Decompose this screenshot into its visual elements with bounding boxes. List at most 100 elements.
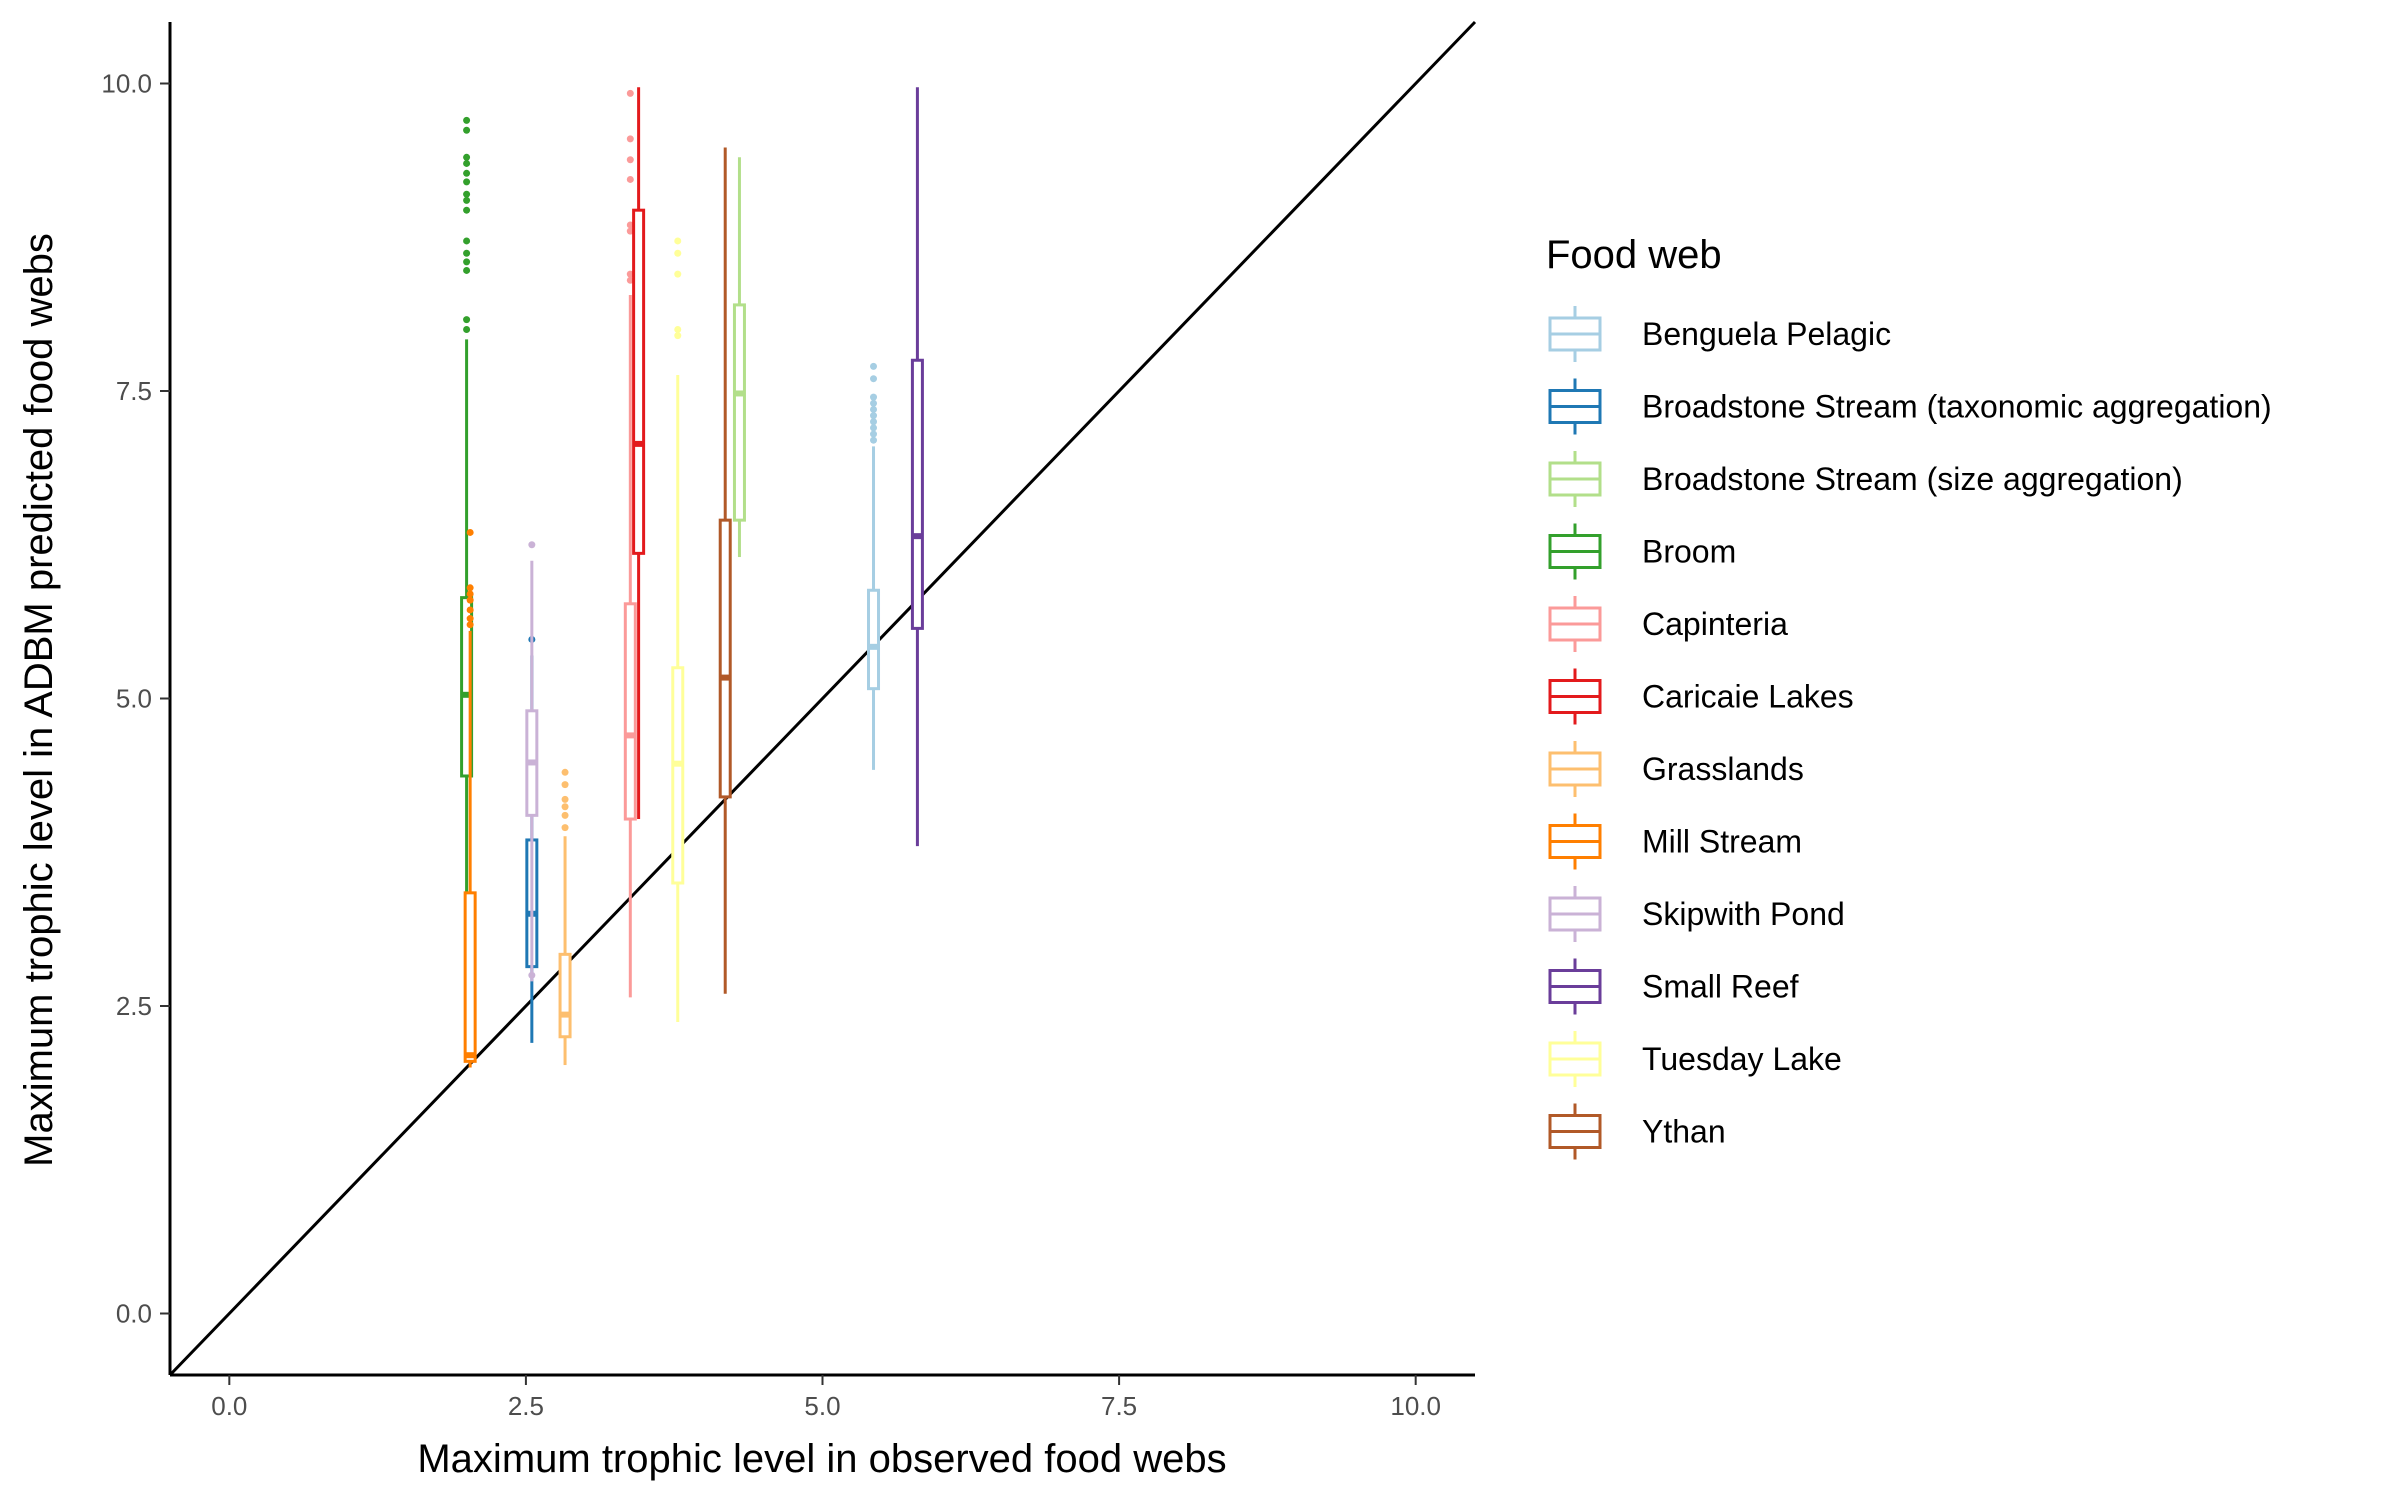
outlier-point: [463, 196, 471, 204]
outlier-point: [463, 326, 471, 333]
outlier-point: [463, 190, 471, 198]
legend-label: Skipwith Pond: [1642, 896, 1845, 932]
outlier-point: [626, 89, 634, 97]
outlier-point: [463, 206, 471, 214]
outlier-point: [870, 405, 878, 413]
outlier-point: [463, 153, 471, 161]
x-tick-label: 2.5: [508, 1391, 544, 1421]
boxplot-4: [623, 89, 637, 998]
reference-line: [168, 20, 1477, 1377]
x-tick-label: 10.0: [1390, 1391, 1441, 1421]
x-tick-label: 7.5: [1101, 1391, 1137, 1421]
outlier-point: [870, 393, 878, 401]
outlier-point: [626, 135, 634, 143]
outlier-point: [674, 332, 682, 340]
boxplot-5: [632, 87, 646, 820]
box: [867, 588, 881, 691]
legend-key-5: [1548, 668, 1602, 725]
legend-key-2: [1548, 451, 1602, 507]
outlier-point: [870, 430, 878, 438]
legend-key-10: [1548, 1031, 1602, 1087]
outlier-point: [674, 270, 682, 278]
outlier-point: [463, 159, 471, 167]
outlier-point: [528, 541, 536, 549]
outlier-point: [463, 266, 471, 274]
box: [718, 518, 732, 799]
outlier-point: [626, 156, 634, 164]
boxplot-7: [463, 528, 477, 1068]
y-tick-label: 2.5: [116, 991, 152, 1021]
legend-key-11: [1548, 1103, 1602, 1160]
outlier-point: [561, 781, 569, 789]
outlier-point: [870, 424, 878, 432]
legend-key-4: [1548, 596, 1602, 652]
box: [558, 952, 572, 1039]
boxplot-10: [671, 237, 685, 1022]
legend-key-8: [1548, 886, 1602, 942]
legend-label: Capinteria: [1642, 606, 1788, 642]
outlier-point: [870, 418, 878, 426]
outlier-point: [463, 126, 471, 134]
x-tick-label: 0.0: [211, 1391, 247, 1421]
outlier-point: [561, 803, 569, 811]
outlier-point: [626, 270, 634, 278]
boxplot-6: [558, 768, 572, 1066]
box: [623, 602, 637, 821]
legend-key-9: [1548, 958, 1602, 1015]
outlier-point: [626, 227, 634, 235]
boxplot-11: [718, 147, 732, 994]
y-tick-label: 0.0: [116, 1299, 152, 1329]
outlier-point: [870, 362, 878, 370]
legend-key-3: [1548, 523, 1602, 580]
legend-label: Small Reef: [1642, 969, 1799, 1005]
outlier-point: [463, 237, 471, 245]
outlier-point: [561, 795, 569, 803]
outlier-point: [463, 258, 471, 266]
y-tick-label: 5.0: [116, 684, 152, 714]
outlier-point: [626, 276, 634, 284]
outlier-point: [674, 249, 682, 257]
outlier-point: [870, 412, 878, 420]
axes: 0.0 2.5 5.0 7.5 10.0 0.0 2.5 5.0 7.5 10.0: [101, 22, 1475, 1421]
outlier-point: [463, 169, 471, 177]
box: [732, 303, 746, 522]
legend-label: Broadstone Stream (taxonomic aggregation…: [1642, 389, 2272, 425]
box: [671, 666, 685, 885]
legend-label: Grasslands: [1642, 751, 1804, 787]
outlier-point: [466, 596, 474, 604]
legend-key-1: [1548, 378, 1602, 435]
outlier-point: [674, 326, 682, 333]
outlier-point: [463, 249, 471, 257]
boxplot-9: [910, 87, 924, 847]
outlier-point: [463, 316, 471, 324]
box: [910, 358, 924, 630]
outlier-point: [561, 824, 569, 832]
outlier-point: [466, 584, 474, 592]
outlier-point: [870, 375, 878, 383]
outlier-point: [466, 621, 474, 629]
outlier-point: [561, 768, 569, 776]
plot-area: [168, 20, 1477, 1377]
y-tick-label: 7.5: [116, 376, 152, 406]
legend-key-7: [1548, 813, 1602, 870]
outlier-point: [466, 590, 474, 598]
outlier-point: [466, 606, 474, 614]
outlier-point: [674, 237, 682, 245]
legend-label: Ythan: [1642, 1114, 1726, 1150]
outlier-point: [626, 221, 634, 229]
legend-label: Broadstone Stream (size aggregation): [1642, 461, 2183, 497]
outlier-point: [870, 399, 878, 407]
y-tick-label: 10.0: [101, 69, 152, 99]
x-axis-title: Maximum trophic level in observed food w…: [417, 1437, 1226, 1481]
legend-label: Mill Stream: [1642, 824, 1802, 860]
boxplot-8: [525, 541, 539, 982]
legend-label: Tuesday Lake: [1642, 1041, 1842, 1077]
outlier-point: [466, 615, 474, 623]
outlier-point: [870, 436, 878, 444]
legend-key-6: [1548, 741, 1602, 797]
legend-label: Caricaie Lakes: [1642, 679, 1854, 715]
x-tick-label: 5.0: [804, 1391, 840, 1421]
outlier-point: [463, 178, 471, 186]
y-axis-title: Maximum trophic level in ADBM predicted …: [17, 233, 61, 1167]
legend-label: Broom: [1642, 534, 1736, 570]
